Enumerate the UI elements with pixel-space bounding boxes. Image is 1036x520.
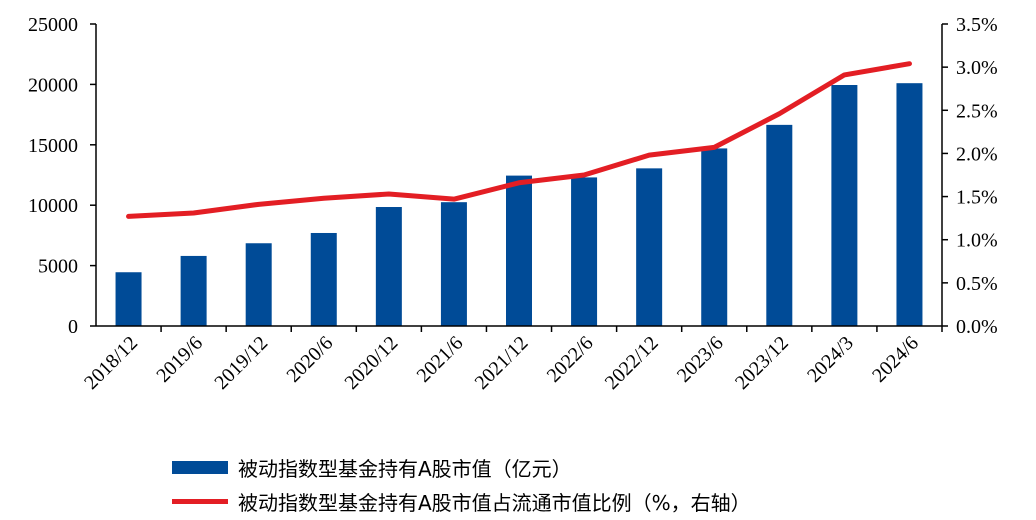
left-tick-label: 25000 [28,14,78,36]
x-tick-label: 2020/6 [282,332,337,387]
bar-2018/12 [115,272,142,326]
x-tick-label: 2020/12 [340,332,402,394]
legend-label-line: 被动指数型基金持有A股市值占流通市值比例（%，右轴） [238,490,751,515]
ratio-point-2021/12 [518,182,520,184]
bar-2019/6 [180,255,207,326]
bar-2023/6 [701,148,728,326]
bar-2020/12 [375,207,402,326]
bar-2022/6 [571,177,598,326]
x-tick-label: 2022/12 [601,332,663,394]
ratio-point-2022/12 [648,154,650,156]
bar-2023/12 [766,124,793,326]
x-tick-label: 2024/6 [868,332,923,387]
right-tick-label: 2.0% [956,143,998,165]
left-tick-label: 0 [68,316,78,338]
left-tick-label: 20000 [28,74,78,96]
bar-2019/12 [245,243,272,326]
right-tick-label: 2.5% [956,100,998,122]
legend-label-bar: 被动指数型基金持有A股市值（亿元） [238,456,572,481]
legend-swatch-bar [172,460,228,474]
bar-2024/6 [896,83,923,326]
bar-2021/6 [440,202,467,326]
left-tick-label: 10000 [28,195,78,217]
legend: 被动指数型基金持有A股市值（亿元） 被动指数型基金持有A股市值占流通市值比例（%… [172,450,751,518]
bar-2024/3 [831,85,858,326]
right-tick-label: 3.5% [956,14,998,36]
legend-swatch-line [172,498,228,504]
bars-layer [115,83,923,326]
x-tick-label: 2021/12 [471,332,533,394]
legend-item-line: 被动指数型基金持有A股市值占流通市值比例（%，右轴） [172,484,751,518]
ratio-point-2022/6 [583,174,585,176]
ratio-point-2020/12 [388,193,390,195]
x-tick-label: 2022/6 [543,332,598,387]
ratio-point-2024/3 [843,74,845,76]
right-tick-label: 1.0% [956,230,998,252]
ratio-point-2023/6 [713,146,715,148]
right-tick-label: 3.0% [956,57,998,79]
ratio-point-2021/6 [453,198,455,200]
left-tick-label: 5000 [38,256,78,278]
x-tick-label: 2019/6 [152,332,207,387]
left-tick-label: 15000 [28,135,78,157]
bar-2022/12 [636,168,663,326]
right-tick-label: 0.5% [956,273,998,295]
line-layer [126,61,912,219]
ratio-point-2018/12 [128,215,130,217]
x-tick-label: 2019/12 [210,332,272,394]
right-tick-label: 1.5% [956,187,998,209]
bar-2020/6 [310,232,337,326]
ratio-point-2023/12 [778,113,780,115]
x-tick-label: 2024/3 [803,332,858,387]
bar-2021/12 [506,175,532,326]
x-tick-label: 2023/12 [731,332,793,394]
ratio-point-2020/6 [323,197,325,199]
legend-item-bar: 被动指数型基金持有A股市值（亿元） [172,450,751,484]
ratio-point-2019/12 [258,203,260,205]
ratio-point-2024/6 [908,63,910,65]
right-tick-label: 0.0% [956,316,998,338]
x-tick-label: 2018/12 [80,332,142,394]
ratio-point-2019/6 [193,212,195,214]
x-tick-label: 2021/6 [413,332,468,387]
x-tick-label: 2023/6 [673,332,728,387]
